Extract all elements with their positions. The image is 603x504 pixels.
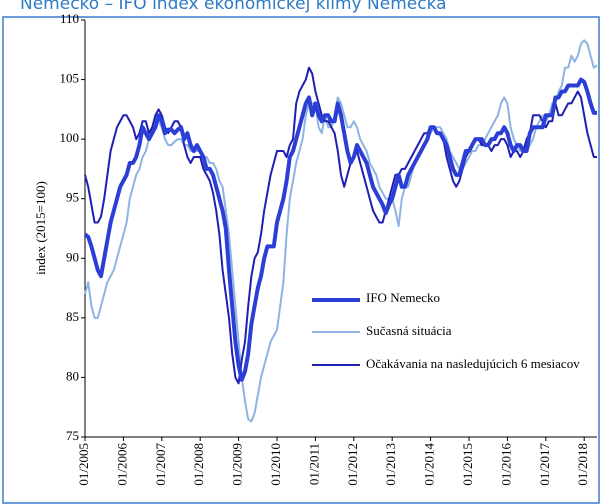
legend-label: Očakávania na nasledujúcich 6 mesiacov bbox=[366, 356, 580, 371]
y-axis-label: index (2015=100) bbox=[33, 181, 48, 275]
legend-label: Sučasná situácia bbox=[366, 323, 452, 338]
y-tick-label: 110 bbox=[60, 11, 79, 26]
legend-swatch bbox=[312, 364, 360, 366]
x-tick-label: 01/2011 bbox=[306, 443, 321, 485]
x-tick-label: 01/2005 bbox=[76, 443, 91, 486]
y-tick-label: 105 bbox=[60, 71, 80, 86]
legend-swatch bbox=[312, 331, 360, 333]
legend-item: IFO Nemecko bbox=[312, 290, 582, 306]
x-tick-label: 01/2017 bbox=[537, 443, 552, 486]
x-tick-label: 01/2012 bbox=[345, 443, 360, 486]
series-line bbox=[83, 77, 597, 382]
x-tick-label: 01/2013 bbox=[383, 443, 398, 486]
x-tick-label: 01/2008 bbox=[191, 443, 206, 486]
legend: IFO Nemecko Sučasná situácia Očakávania na… bbox=[312, 290, 582, 389]
x-tick-label: 01/2007 bbox=[153, 443, 168, 486]
y-tick-label: 75 bbox=[66, 428, 79, 443]
y-tick-label: 95 bbox=[66, 190, 79, 205]
y-tick-label: 90 bbox=[66, 249, 79, 264]
legend-swatch bbox=[312, 298, 360, 302]
x-tick-label: 01/2010 bbox=[268, 443, 283, 486]
x-tick-label: 01/2014 bbox=[422, 443, 437, 486]
chart-title: Nemecko – IFO index ekonomickej klímy Ne… bbox=[20, 0, 447, 14]
frame bbox=[2, 16, 600, 504]
legend-item: Sučasná situácia bbox=[312, 323, 582, 339]
x-tick-label: 01/2015 bbox=[460, 443, 475, 486]
series-line bbox=[84, 39, 598, 423]
y-tick-label: 85 bbox=[66, 309, 79, 324]
x-tick-label: 01/2006 bbox=[114, 443, 129, 486]
x-tick-label: 01/2009 bbox=[230, 443, 245, 486]
y-tick-label: 80 bbox=[66, 368, 79, 383]
x-tick-label: 01/2018 bbox=[575, 443, 590, 486]
legend-item: Očakávania na nasledujúcich 6 mesiacov bbox=[312, 356, 582, 372]
x-tick-label: 01/2016 bbox=[498, 443, 513, 486]
y-tick-label: 100 bbox=[60, 130, 80, 145]
legend-label: IFO Nemecko bbox=[366, 290, 441, 305]
